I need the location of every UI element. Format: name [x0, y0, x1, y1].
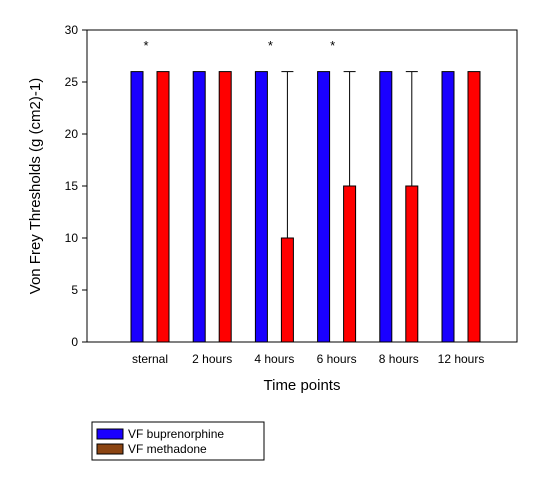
chart-bars: [130, 71, 481, 343]
bar-methadone: [156, 71, 170, 343]
significance-asterisk: *: [268, 38, 273, 53]
y-tick-label: 20: [65, 127, 79, 141]
bar-buprenorphine: [254, 71, 268, 343]
legend-label-buprenorphine: VF buprenorphine: [128, 427, 224, 441]
x-tick-label: 8 hours: [379, 352, 419, 366]
bar-buprenorphine: [192, 71, 206, 343]
x-tick-label: 2 hours: [192, 352, 232, 366]
legend-label-methadone: VF methadone: [128, 442, 207, 456]
bar-buprenorphine: [130, 71, 144, 343]
chart-axes: 0 5 10 15 20 25 30 sternal 2 hours 4 hours 6 hours…: [65, 23, 518, 366]
bar-buprenorphine: [317, 71, 331, 343]
significance-asterisk: *: [143, 38, 148, 53]
y-tick-label: 15: [65, 179, 79, 193]
bar-methadone: [343, 185, 357, 343]
legend-swatch-methadone: [96, 443, 124, 455]
x-tick-label: 4 hours: [254, 352, 294, 366]
y-tick-label: 25: [65, 75, 79, 89]
significance-markers: * * *: [143, 38, 335, 53]
y-tick-label: 30: [65, 23, 79, 37]
legend-box: [91, 421, 265, 461]
x-tick-label: 6 hours: [317, 352, 357, 366]
bar-methadone: [280, 237, 294, 343]
y-tick-label: 5: [71, 283, 78, 297]
x-tick-label: sternal: [132, 352, 168, 366]
bar-methadone: [467, 71, 481, 343]
y-tick-label: 10: [65, 231, 79, 245]
legend-swatch-buprenorphine: [96, 428, 124, 440]
y-axis-title: Von Frey Thresholds (g (cm2)-1): [27, 78, 44, 294]
chart-error-bars: [281, 71, 418, 238]
x-tick-label: 12 hours: [438, 352, 485, 366]
x-axis-title: Time points: [264, 377, 341, 394]
bar-methadone: [405, 185, 419, 343]
bar-buprenorphine: [441, 71, 455, 343]
bar-buprenorphine: [379, 71, 393, 343]
bar-methadone: [218, 71, 232, 343]
y-tick-label: 0: [71, 335, 78, 349]
significance-asterisk: *: [330, 38, 335, 53]
